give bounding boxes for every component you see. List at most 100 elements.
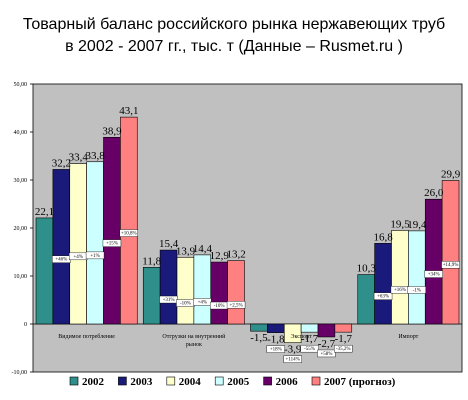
pct-badge [407,286,427,294]
bar [227,260,245,325]
pct-label: -1% [413,288,421,293]
data-label: -1,7 [301,333,319,345]
legend-label: 2002 [82,376,105,388]
pct-badge [283,355,302,363]
category-label: Экспорт [291,334,313,340]
bar [441,180,460,325]
data-label: -1,7 [335,333,353,345]
y-tick-label: -10,00 [12,370,28,376]
y-tick-label: 20,00 [14,226,28,232]
pct-label: +4% [198,300,208,305]
data-label: 16,8 [373,231,393,243]
bar [267,323,285,333]
bar [142,267,161,325]
bar [159,249,178,325]
bars [35,116,460,344]
pct-label: +14,9% [443,263,459,268]
pct-label: +15% [106,242,118,247]
data-label: -2,7 [318,338,336,350]
legend-swatch [311,376,321,386]
pct-badge [102,239,122,247]
legend: 2002 2003 2004 2005 2006 2007 (прогноз) [69,376,396,388]
legend-label: 2004 [179,376,202,388]
pct-label: -10% [214,304,225,309]
legend-swatch [263,376,272,386]
bar [193,254,212,325]
data-label: 11,8 [142,255,161,267]
pct-badge [424,270,443,278]
data-label: 10,3 [357,263,377,275]
category-label: рынок [186,342,202,348]
legend-label: 2003 [130,376,153,388]
data-label: 33,4 [69,152,89,164]
data-label: 19,4 [407,219,427,231]
data-label: 15,4 [159,238,179,250]
category-label: Видимое потребление [58,333,115,340]
chart-title-line-1: Товарный баланс российского рынка нержав… [22,16,446,33]
y-tick-label: 30,00 [14,178,28,184]
pct-label: +114% [286,358,300,363]
bar [391,230,409,325]
data-label: 19,5 [390,218,410,230]
category-label: Отгрузки на внутренний [162,333,226,340]
bar [250,323,268,332]
bar [374,243,392,325]
chart-title-line-2: в 2002 - 2007 гг., тыс. т (Данные – Rusm… [65,38,403,55]
pct-label: +34% [428,273,440,278]
bar [52,169,71,325]
data-label: -3,9 [284,344,302,356]
bar [86,161,104,325]
data-label: 29,9 [441,168,461,180]
data-label: 32,2 [52,157,71,169]
category-label: Импорт [398,334,418,340]
bar [210,261,228,325]
data-label: 43,1 [119,105,138,117]
pct-label: +2,5% [229,303,242,308]
bar [103,136,121,325]
y-tick-label: 0 [24,322,27,328]
bar [35,217,54,325]
legend-swatch [214,376,224,386]
y-tick-label: 10,00 [14,274,28,280]
pct-badge [119,229,139,237]
y-tick-label: 50,00 [14,82,28,88]
pct-badge [300,344,319,353]
legend-label: 2007 (прогноз) [324,376,396,388]
pct-label: +4% [73,255,83,260]
bar [408,230,426,325]
pct-badge [334,344,353,353]
bar [69,163,87,325]
pct-badge [317,349,336,358]
chart-title: Товарный баланс российского рынка нержав… [0,14,468,58]
pct-label: +58% [320,352,332,357]
bar [317,323,336,338]
pct-label: +46% [55,258,67,263]
pct-label: +16% [394,288,406,293]
data-label: 38,9 [102,125,122,137]
data-label: 26,0 [424,187,444,199]
legend-swatch [118,376,127,386]
legend-label: 2006 [276,376,299,388]
data-label: 33,8 [85,150,105,162]
pct-badge [373,292,393,300]
pct-badge [85,251,105,260]
data-label: 13,2 [226,249,245,261]
bar [424,198,443,325]
pct-label: -35,2% [336,347,351,352]
bar [120,116,138,325]
pct-badge [441,261,460,269]
legend-swatch [69,376,79,386]
bar [357,274,375,325]
legend-label: 2005 [227,376,250,388]
pct-label: +1% [90,254,100,259]
y-tick-label: 40,00 [14,130,28,136]
data-labels: 22,1 11,8 -1,5 10,3 32,2 +46% 15,4 +31% -1,8 +18%… [35,105,461,363]
pct-label: +63% [377,295,389,300]
legend-swatch [166,376,176,386]
pct-label: +18% [270,348,282,353]
data-label: 12,9 [210,250,230,262]
data-label: 14,4 [193,243,213,255]
data-label: -1,5 [250,332,268,344]
data-label: 22,1 [35,206,54,218]
